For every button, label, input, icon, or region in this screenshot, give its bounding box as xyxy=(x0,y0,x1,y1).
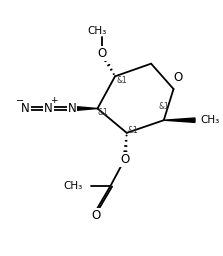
Polygon shape xyxy=(72,106,97,111)
Text: CH₃: CH₃ xyxy=(201,115,220,125)
Text: O: O xyxy=(91,209,100,222)
Text: &1: &1 xyxy=(97,108,108,117)
Text: CH₃: CH₃ xyxy=(87,26,106,36)
Text: N: N xyxy=(68,102,76,115)
Text: N: N xyxy=(44,102,53,115)
Text: &1: &1 xyxy=(128,126,138,135)
Text: −: − xyxy=(17,96,25,106)
Text: CH₃: CH₃ xyxy=(64,182,83,191)
Text: O: O xyxy=(120,153,129,166)
Polygon shape xyxy=(164,118,195,122)
Text: &1: &1 xyxy=(159,102,170,111)
Text: &1: &1 xyxy=(117,76,128,85)
Text: O: O xyxy=(174,71,183,84)
Text: +: + xyxy=(50,96,57,105)
Text: O: O xyxy=(98,47,107,60)
Text: N: N xyxy=(21,102,30,115)
